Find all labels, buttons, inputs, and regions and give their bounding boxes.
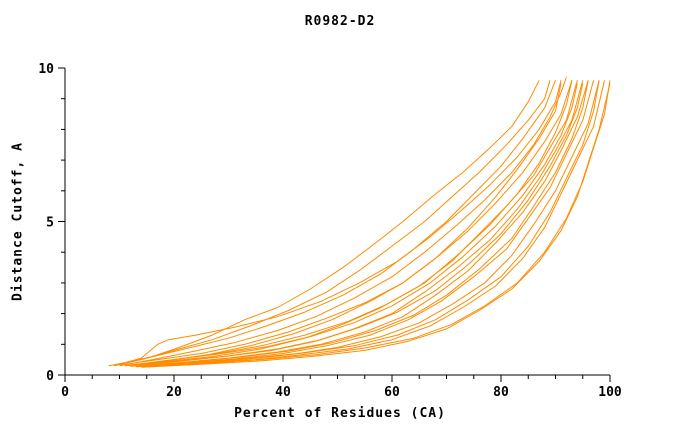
model-curve: [130, 80, 584, 367]
model-curve: [124, 83, 578, 367]
model-curve: [119, 77, 567, 367]
model-curve: [135, 80, 595, 367]
model-curve: [130, 80, 573, 367]
y-tick-label: 0: [46, 369, 54, 384]
model-curve: [119, 83, 562, 366]
model-curve: [141, 80, 605, 368]
y-tick-label: 10: [38, 62, 54, 77]
model-curve: [141, 80, 600, 368]
x-tick-label: 80: [493, 385, 509, 400]
model-curve: [113, 80, 556, 366]
model-curve: [141, 83, 611, 368]
y-axis-label: Distance Cutoff, A: [10, 142, 26, 301]
model-curve: [113, 80, 551, 367]
model-curve: [119, 80, 562, 365]
model-curve: [135, 83, 584, 367]
x-tick-label: 20: [166, 385, 182, 400]
x-tick-label: 100: [598, 385, 622, 400]
model-curve: [108, 80, 540, 367]
x-tick-label: 60: [384, 385, 400, 400]
model-curve: [135, 80, 589, 367]
x-axis-label: Percent of Residues (CA): [234, 406, 446, 421]
model-curve: [130, 80, 589, 367]
chart-title: R0982-D2: [304, 14, 376, 29]
model-curve: [146, 80, 611, 368]
y-tick-label: 5: [46, 216, 54, 231]
model-curve: [135, 80, 600, 368]
x-tick-label: 0: [61, 385, 69, 400]
x-tick-label: 40: [275, 385, 291, 400]
